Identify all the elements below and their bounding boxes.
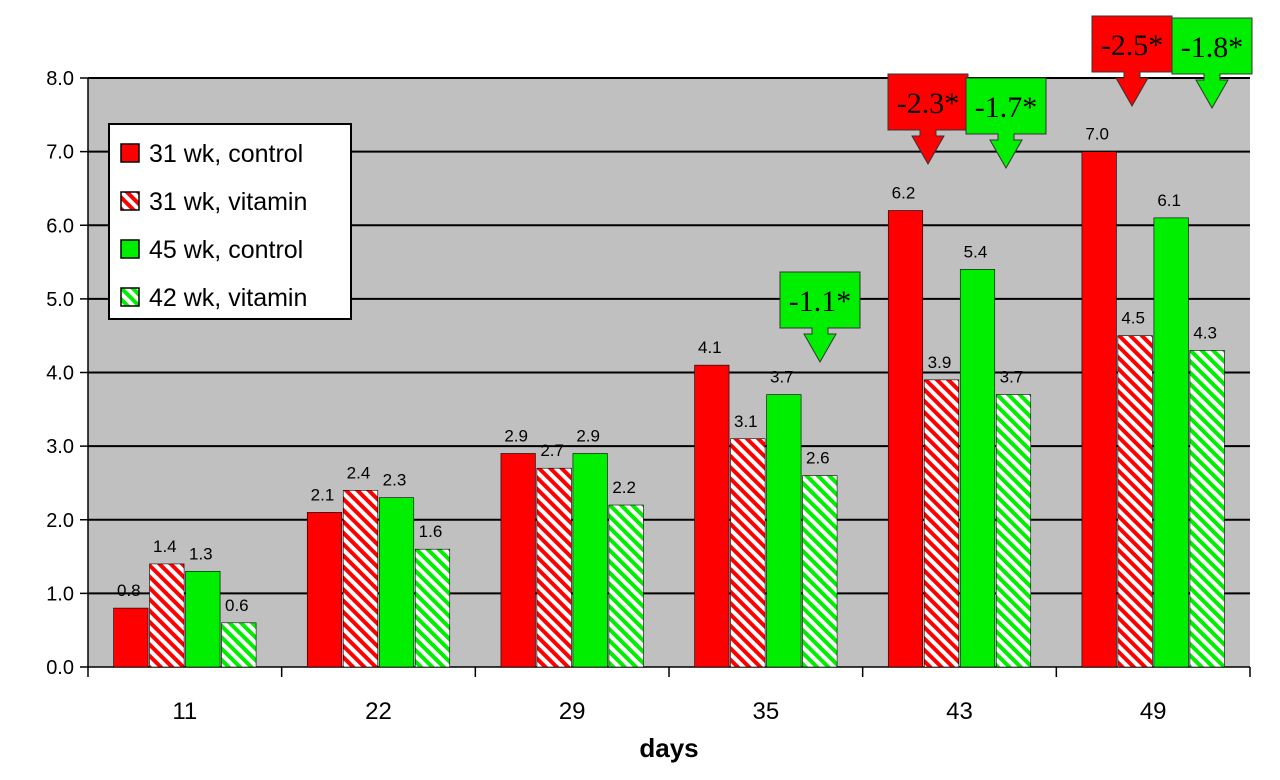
data-label: 4.5	[1121, 309, 1145, 328]
y-tick-label: 7.0	[46, 142, 74, 164]
axes: 0.0 1.0 2.0 3.0 4.0 5.0 6.0 7.0 8.0 11 22 29 35 43 49	[46, 68, 1251, 725]
annotation-label: -2.5*	[1101, 29, 1164, 62]
data-label: 2.1	[311, 485, 335, 504]
x-tick-label: 35	[752, 698, 779, 725]
annotation-callout	[779, 271, 861, 364]
legend-swatch	[120, 191, 140, 211]
annotation-label: -1.1*	[789, 285, 852, 318]
bar	[1153, 217, 1189, 668]
data-label: 2.9	[576, 426, 600, 445]
bar	[694, 364, 730, 668]
y-tick-label: 0.0	[46, 657, 74, 679]
bar	[730, 438, 766, 668]
y-tick-label: 3.0	[46, 436, 74, 458]
data-label: 3.7	[770, 368, 794, 387]
data-label: 0.6	[225, 596, 249, 615]
y-tick-label: 2.0	[46, 510, 74, 532]
bar	[1081, 151, 1117, 668]
x-tick-label: 43	[946, 698, 973, 725]
bar	[414, 548, 451, 668]
data-label: 1.3	[189, 544, 213, 563]
x-tick-label: 22	[365, 698, 392, 725]
annotations: -1.1* -2.3* -1.7* -2.5* -1.8*	[779, 15, 1253, 364]
data-label: 4.1	[698, 338, 722, 357]
annotation-label: -1.7*	[975, 91, 1038, 124]
bar	[113, 607, 149, 668]
bar	[378, 497, 415, 668]
y-tick-label: 5.0	[46, 289, 74, 311]
y-tick-label: 8.0	[46, 68, 74, 90]
bar	[500, 453, 536, 668]
x-tick-label: 11	[172, 698, 197, 725]
data-label: 3.9	[928, 353, 952, 372]
bar	[1189, 350, 1225, 668]
data-label: 1.4	[153, 537, 177, 556]
x-axis-title: days	[639, 733, 698, 763]
data-label: 2.3	[383, 471, 407, 490]
data-label: 3.1	[734, 412, 758, 431]
bar	[572, 453, 608, 668]
legend-label: 45 wk, control	[149, 236, 303, 264]
annotation-callout	[1171, 17, 1253, 110]
bar	[887, 210, 924, 668]
data-label: 2.7	[540, 441, 564, 460]
data-label: 6.1	[1157, 191, 1181, 210]
bar	[536, 467, 572, 668]
y-tick-label: 6.0	[46, 215, 74, 237]
bar	[608, 504, 644, 668]
x-tick-label: 29	[559, 698, 586, 725]
legend-label: 31 wk, control	[149, 140, 303, 168]
legend-label: 31 wk, vitamin	[149, 188, 307, 216]
legend-box	[108, 123, 352, 320]
legend-swatch	[120, 143, 140, 163]
annotation-label: -1.8*	[1181, 31, 1244, 64]
legend: 31 wk, control 31 wk, vitamin 45 wk, contr…	[108, 123, 352, 320]
bar	[923, 379, 960, 668]
bar	[766, 394, 802, 668]
bar	[306, 512, 343, 668]
legend-swatch	[120, 287, 140, 307]
data-label: 2.9	[504, 426, 528, 445]
data-label: 4.3	[1193, 323, 1217, 342]
x-tick-label: 49	[1140, 698, 1167, 725]
bar	[185, 570, 221, 668]
data-label: 3.7	[1000, 368, 1024, 387]
bar	[995, 394, 1032, 668]
data-label: 0.8	[117, 581, 141, 600]
data-labels: 0.8 2.1 2.9 4.1 6.2 7.0 1.4 2.4 2.7 3.1 3.9 4.5 1.3 2…	[117, 125, 1217, 615]
legend-label: 42 wk, vitamin	[149, 284, 307, 312]
bar	[802, 475, 838, 668]
bar	[221, 622, 257, 668]
bar	[1117, 335, 1153, 668]
data-label: 6.2	[892, 184, 916, 203]
data-label: 1.6	[419, 522, 443, 541]
data-label: 7.0	[1085, 125, 1109, 144]
gridlines	[88, 77, 1250, 595]
y-tick-label: 4.0	[46, 363, 74, 385]
bar	[342, 489, 379, 668]
data-label: 5.4	[964, 242, 988, 261]
annotation-callout	[965, 77, 1047, 170]
legend-swatch	[120, 239, 140, 259]
data-label: 2.4	[347, 463, 371, 482]
data-label: 2.6	[806, 449, 830, 468]
data-label: 2.2	[612, 478, 636, 497]
y-tick-label: 1.0	[46, 583, 74, 605]
annotation-label: -2.3*	[897, 87, 960, 120]
bar	[959, 269, 996, 668]
bar	[149, 563, 185, 668]
bars	[113, 151, 1225, 668]
